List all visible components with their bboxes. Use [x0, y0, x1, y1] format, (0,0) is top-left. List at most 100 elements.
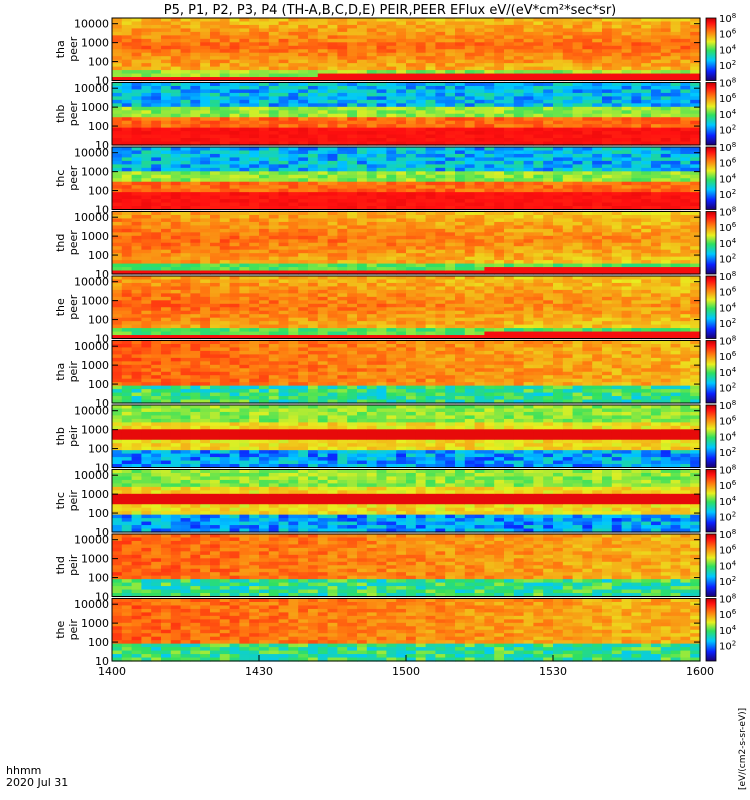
heatmap-cell — [670, 127, 681, 132]
heatmap-cell — [455, 147, 466, 152]
heatmap-cell — [337, 82, 348, 87]
heatmap-cell — [288, 160, 299, 165]
heatmap-cell — [651, 221, 662, 226]
heatmap-cell — [288, 171, 299, 176]
heatmap-cell — [249, 113, 260, 118]
heatmap-cell — [376, 85, 387, 91]
heatmap-cell — [317, 324, 329, 329]
heatmap-cell — [347, 82, 358, 87]
panel-label-probe: thc — [54, 170, 67, 187]
heatmap-cell — [190, 52, 201, 57]
heatmap-cell — [357, 228, 368, 233]
heatmap-cell — [533, 124, 544, 129]
heatmap-cell — [190, 181, 201, 186]
heatmap-cell — [337, 92, 348, 97]
heatmap-cell — [308, 307, 319, 312]
heatmap-cell — [406, 96, 417, 101]
heatmap-cell — [602, 92, 613, 97]
heatmap-cell — [680, 85, 691, 91]
heatmap-cell — [376, 150, 387, 155]
heatmap-cell — [562, 117, 574, 122]
heatmap-cell — [347, 24, 358, 30]
heatmap-cell — [690, 256, 701, 261]
heatmap-cell — [249, 38, 260, 43]
heatmap-cell — [121, 45, 133, 50]
heatmap-cell — [425, 70, 436, 75]
heatmap-cell — [190, 157, 201, 162]
heatmap-cell — [670, 195, 681, 200]
heatmap-cell — [366, 99, 378, 104]
heatmap-cell — [582, 24, 593, 30]
heatmap-cell — [592, 164, 603, 169]
heatmap-cell — [347, 181, 358, 186]
y-tick-label: 1000 — [81, 101, 109, 114]
heatmap-cell — [455, 246, 466, 251]
heatmap-cell — [494, 141, 505, 146]
heatmap-cell — [670, 218, 681, 223]
heatmap-cell — [592, 117, 603, 122]
heatmap-cell — [533, 49, 544, 54]
heatmap-cell — [690, 110, 701, 115]
heatmap-cell — [200, 307, 211, 312]
heatmap-cell — [690, 181, 701, 186]
heatmap-cell — [611, 160, 623, 165]
heatmap-cell — [327, 335, 338, 340]
heatmap-cell — [131, 228, 142, 233]
heatmap-cell — [219, 138, 231, 143]
heatmap-cell — [288, 249, 299, 254]
heatmap-cell — [190, 335, 201, 340]
heatmap-cell — [229, 310, 240, 315]
heatmap-cell — [131, 206, 142, 211]
heatmap-cell — [651, 246, 662, 251]
heatmap-cell — [396, 242, 407, 247]
heatmap-cell — [641, 35, 652, 40]
heatmap-cell — [386, 263, 397, 268]
heatmap-cell — [386, 270, 397, 275]
heatmap-cell — [259, 307, 270, 312]
heatmap-cell — [347, 225, 358, 230]
heatmap-cell — [602, 31, 613, 36]
heatmap-cell — [602, 106, 613, 111]
heatmap-cell — [651, 52, 662, 57]
heatmap-cell — [327, 106, 338, 111]
heatmap-cell — [357, 73, 368, 78]
heatmap-cell — [425, 211, 436, 216]
heatmap-cell — [445, 28, 456, 33]
heatmap-cell — [357, 117, 368, 122]
heatmap-cell — [317, 317, 329, 322]
heatmap-cell — [474, 256, 485, 261]
heatmap-cell — [523, 18, 534, 23]
heatmap-cell — [504, 92, 515, 97]
heatmap-cell — [396, 192, 407, 197]
heatmap-cell — [141, 296, 152, 301]
heatmap-cell — [592, 96, 603, 101]
heatmap-cell — [170, 24, 182, 30]
heatmap-cell — [651, 260, 662, 265]
heatmap-cell — [533, 96, 544, 101]
heatmap-cell — [543, 221, 554, 226]
heatmap-cell — [210, 92, 221, 97]
heatmap-cell — [415, 246, 427, 251]
heatmap-cell — [553, 110, 564, 115]
heatmap-cell — [327, 138, 338, 143]
heatmap-cell — [308, 260, 319, 265]
heatmap-cell — [239, 167, 250, 172]
heatmap-cell — [288, 307, 299, 312]
heatmap-cell — [641, 181, 652, 186]
heatmap-cell — [690, 63, 701, 68]
heatmap-cell — [651, 239, 662, 244]
heatmap-cell — [660, 232, 672, 237]
heatmap-cell — [406, 38, 417, 43]
heatmap-cell — [425, 52, 436, 57]
heatmap-cell — [298, 52, 309, 57]
heatmap-cell — [229, 66, 240, 71]
heatmap-cell — [317, 228, 329, 233]
heatmap-cell — [513, 82, 525, 87]
heatmap-cell — [660, 174, 672, 179]
heatmap-cell — [308, 85, 319, 91]
heatmap-cell — [435, 70, 446, 75]
heatmap-cell — [229, 153, 240, 159]
heatmap-cell — [445, 235, 456, 240]
heatmap-cell — [366, 331, 378, 336]
